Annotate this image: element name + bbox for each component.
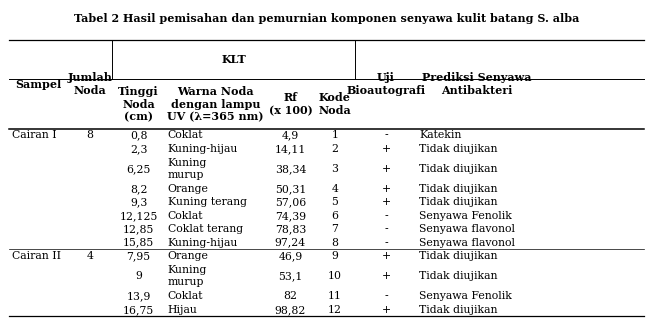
Text: 9,3: 9,3 <box>130 197 148 207</box>
Text: +: + <box>381 251 390 261</box>
Text: 0,8: 0,8 <box>130 130 148 140</box>
Text: -: - <box>384 291 388 301</box>
Text: Tidak diujikan: Tidak diujikan <box>419 271 498 281</box>
Text: 8: 8 <box>332 238 338 248</box>
Text: KLT: KLT <box>221 54 246 65</box>
Text: Tidak diujikan: Tidak diujikan <box>419 197 498 207</box>
Text: 12: 12 <box>328 305 342 315</box>
Text: 38,34: 38,34 <box>275 164 306 174</box>
Text: 74,39: 74,39 <box>275 211 306 221</box>
Text: Tidak diujikan: Tidak diujikan <box>419 305 498 315</box>
Text: Tidak diujikan: Tidak diujikan <box>419 184 498 194</box>
Text: Coklat: Coklat <box>168 291 203 301</box>
Text: 46,9: 46,9 <box>278 251 302 261</box>
Text: Cairan II: Cairan II <box>12 251 61 261</box>
Text: Cairan I: Cairan I <box>12 130 56 140</box>
Text: Tidak diujikan: Tidak diujikan <box>419 251 498 261</box>
Text: Coklat: Coklat <box>168 130 203 140</box>
Text: 9: 9 <box>332 251 338 261</box>
Text: Senyawa Fenolik: Senyawa Fenolik <box>419 211 513 221</box>
Text: Uji
Bioautografi: Uji Bioautografi <box>347 72 426 96</box>
Text: 50,31: 50,31 <box>275 184 306 194</box>
Text: Senyawa flavonol: Senyawa flavonol <box>419 224 515 234</box>
Text: Kuning-hijau: Kuning-hijau <box>168 238 238 248</box>
Text: 78,83: 78,83 <box>275 224 306 234</box>
Text: 11: 11 <box>328 291 342 301</box>
Text: Kuning-hijau: Kuning-hijau <box>168 144 238 154</box>
Text: +: + <box>381 164 390 174</box>
Text: -: - <box>384 224 388 234</box>
Text: 10: 10 <box>328 271 342 281</box>
Text: +: + <box>381 305 390 315</box>
Text: 4: 4 <box>332 184 338 194</box>
Text: Sampel: Sampel <box>15 79 61 90</box>
Text: Orange: Orange <box>168 251 209 261</box>
Text: 13,9: 13,9 <box>127 291 151 301</box>
Text: 6: 6 <box>332 211 338 221</box>
Text: 2,3: 2,3 <box>130 144 148 154</box>
Text: 97,24: 97,24 <box>275 238 306 248</box>
Text: 2: 2 <box>332 144 338 154</box>
Text: +: + <box>381 144 390 154</box>
Text: 9: 9 <box>135 271 142 281</box>
Text: 8: 8 <box>86 130 93 140</box>
Text: +: + <box>381 271 390 281</box>
Text: Tinggi
Noda
(cm): Tinggi Noda (cm) <box>118 86 159 122</box>
Text: 5: 5 <box>332 197 338 207</box>
Text: Hijau: Hijau <box>168 305 198 315</box>
Text: 98,82: 98,82 <box>275 305 306 315</box>
Text: Orange: Orange <box>168 184 209 194</box>
Text: 8,2: 8,2 <box>130 184 148 194</box>
Text: Kode
Noda: Kode Noda <box>319 92 351 116</box>
Text: Tidak diujikan: Tidak diujikan <box>419 164 498 174</box>
Text: 16,75: 16,75 <box>123 305 154 315</box>
Text: Tabel 2 Hasil pemisahan dan pemurnian komponen senyawa kulit batang S. alba: Tabel 2 Hasil pemisahan dan pemurnian ko… <box>74 13 579 23</box>
Text: Warna Noda
dengan lampu
UV (λ=365 nm): Warna Noda dengan lampu UV (λ=365 nm) <box>167 86 264 122</box>
Text: 14,11: 14,11 <box>275 144 306 154</box>
Text: 3: 3 <box>332 164 338 174</box>
Text: +: + <box>381 197 390 207</box>
Text: 12,125: 12,125 <box>119 211 158 221</box>
Text: -: - <box>384 130 388 140</box>
Text: -: - <box>384 211 388 221</box>
Text: Katekin: Katekin <box>419 130 462 140</box>
Text: 15,85: 15,85 <box>123 238 154 248</box>
Text: 1: 1 <box>332 130 338 140</box>
Text: 4: 4 <box>86 251 93 261</box>
Text: 6,25: 6,25 <box>127 164 151 174</box>
Text: Kuning terang: Kuning terang <box>168 197 247 207</box>
Text: Rf
(x 100): Rf (x 100) <box>268 92 312 116</box>
Text: 7: 7 <box>332 224 338 234</box>
Text: Jumlah
Noda: Jumlah Noda <box>67 72 112 96</box>
Text: +: + <box>381 184 390 194</box>
Text: 82: 82 <box>283 291 297 301</box>
Text: Tidak diujikan: Tidak diujikan <box>419 144 498 154</box>
Text: 7,95: 7,95 <box>127 251 151 261</box>
Text: 12,85: 12,85 <box>123 224 154 234</box>
Text: Senyawa Fenolik: Senyawa Fenolik <box>419 291 513 301</box>
Text: Coklat terang: Coklat terang <box>168 224 243 234</box>
Text: 4,9: 4,9 <box>282 130 299 140</box>
Text: Coklat: Coklat <box>168 211 203 221</box>
Text: Kuning
murup: Kuning murup <box>168 158 207 180</box>
Text: Kuning
murup: Kuning murup <box>168 265 207 287</box>
Text: Senyawa flavonol: Senyawa flavonol <box>419 238 515 248</box>
Text: -: - <box>384 238 388 248</box>
Text: 57,06: 57,06 <box>275 197 306 207</box>
Text: Prediksi Senyawa
Antibakteri: Prediksi Senyawa Antibakteri <box>422 72 532 96</box>
Text: 53,1: 53,1 <box>278 271 302 281</box>
